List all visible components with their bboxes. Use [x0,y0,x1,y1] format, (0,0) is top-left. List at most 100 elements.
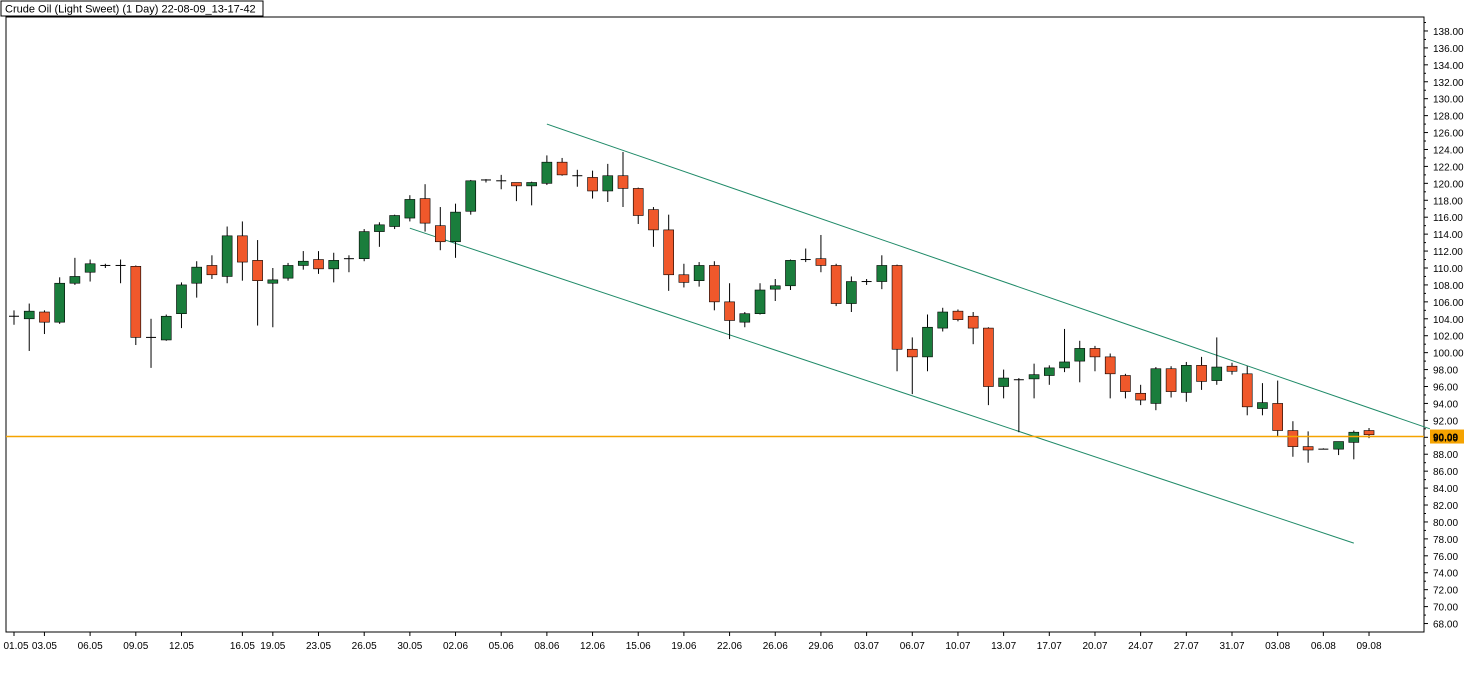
candle[interactable] [922,314,933,372]
candle[interactable] [23,303,35,351]
candle[interactable] [617,152,629,208]
candle[interactable] [1287,421,1299,457]
candle[interactable] [465,179,477,215]
trend-channel-lower[interactable] [409,227,1354,544]
candle[interactable] [1348,430,1360,460]
candle[interactable] [328,252,340,283]
candle[interactable] [297,251,309,270]
candle[interactable] [1333,441,1344,456]
candle[interactable] [830,263,842,307]
candle[interactable] [39,310,50,335]
candle[interactable] [602,163,614,202]
candle-body-up [541,161,553,184]
candle[interactable] [1013,378,1024,433]
candle[interactable] [419,184,431,232]
candle[interactable] [648,207,659,247]
candle[interactable] [1150,367,1162,411]
candle[interactable] [998,369,1009,399]
candle[interactable] [358,229,370,262]
candle[interactable] [739,312,751,328]
candle[interactable] [678,263,690,288]
candle[interactable] [115,259,126,284]
candle[interactable] [206,255,218,279]
candle[interactable] [434,207,446,251]
candle[interactable] [84,259,96,282]
candle[interactable] [754,283,766,315]
candle[interactable] [130,265,142,346]
candle[interactable] [404,195,416,222]
candle[interactable] [1104,353,1116,399]
candle[interactable] [54,277,65,324]
candle[interactable] [891,264,903,372]
candle[interactable] [450,203,461,258]
candle[interactable] [267,267,279,328]
candle[interactable] [1028,363,1040,399]
candle[interactable] [1318,448,1329,450]
x-tick-label: 03.07 [854,641,879,652]
candle[interactable] [9,310,19,325]
candle[interactable] [237,221,248,281]
candle[interactable] [906,337,918,395]
candle[interactable] [343,255,354,273]
candle[interactable] [1241,366,1253,416]
candle[interactable] [100,263,111,268]
candle[interactable] [846,276,857,313]
candle[interactable] [1059,328,1070,373]
candle[interactable] [282,262,294,281]
candle[interactable] [1120,373,1131,399]
candle[interactable] [511,182,522,202]
candle[interactable] [572,169,583,187]
candle[interactable] [160,314,172,341]
candle[interactable] [1089,345,1101,372]
candle[interactable] [1165,366,1177,398]
candle[interactable] [815,234,827,273]
candle[interactable] [587,170,598,199]
candle[interactable] [967,312,979,345]
candle[interactable] [632,187,644,224]
candle[interactable] [724,283,735,340]
candle[interactable] [1196,356,1207,390]
candle[interactable] [1044,365,1055,385]
y-tick-label: 74.00 [1433,569,1458,580]
candle[interactable] [693,262,705,287]
x-tick-label: 03.08 [1265,641,1290,652]
candle[interactable] [1257,383,1268,416]
candle[interactable] [876,255,888,290]
candle[interactable] [1272,380,1283,437]
candle[interactable] [496,174,507,190]
candle[interactable] [800,248,811,263]
candle[interactable] [252,240,263,326]
candle[interactable] [1181,361,1192,402]
candle[interactable] [374,222,385,247]
candle[interactable] [556,157,568,176]
candle[interactable] [146,318,157,368]
candle[interactable] [526,181,537,206]
candle[interactable] [1211,337,1223,385]
candle[interactable] [191,261,202,298]
candle[interactable] [663,214,674,291]
candle[interactable] [541,155,553,186]
candle[interactable] [983,327,994,406]
candle[interactable] [389,214,400,230]
candle[interactable] [69,257,81,285]
candle[interactable] [785,259,796,291]
candle[interactable] [1074,340,1086,383]
x-tick-label: 06.07 [900,641,925,652]
candle[interactable] [1226,362,1238,375]
candle[interactable] [221,226,233,284]
candle[interactable] [313,251,324,274]
candle-body-down [1241,373,1253,408]
candle[interactable] [861,278,872,285]
candle[interactable] [1135,384,1146,406]
candle[interactable] [709,261,720,311]
trend-channel-upper[interactable] [546,123,1431,430]
candle[interactable] [952,309,964,322]
candle[interactable] [480,179,491,183]
candle[interactable] [176,282,187,329]
candle-body-up [937,311,949,329]
candle-body-down [663,229,674,276]
candle[interactable] [769,278,781,302]
candle[interactable] [937,307,949,332]
